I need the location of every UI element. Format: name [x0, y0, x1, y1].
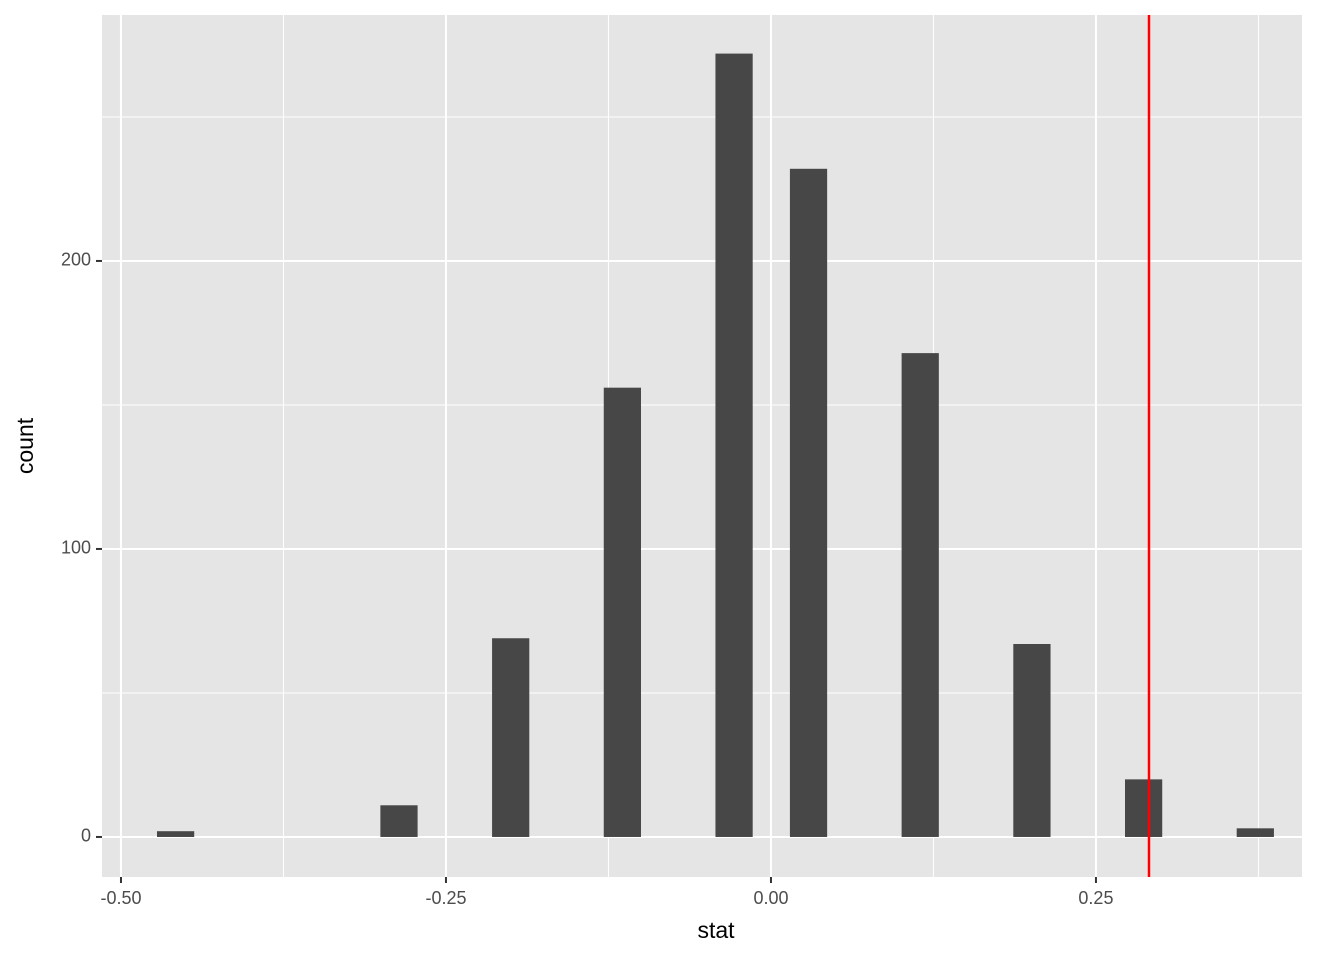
bar — [603, 387, 641, 837]
x-tick-label: 0.00 — [753, 888, 788, 908]
x-axis-title: stat — [697, 917, 735, 943]
bar — [1124, 779, 1163, 837]
y-tick-label: 200 — [61, 250, 91, 270]
y-tick-label: 0 — [81, 826, 91, 846]
x-tick-label: -0.25 — [425, 888, 466, 908]
bar — [1236, 828, 1274, 837]
bar — [715, 53, 753, 837]
bar — [156, 831, 195, 837]
bar — [789, 168, 828, 837]
bar — [492, 638, 530, 837]
panel — [102, 15, 1302, 877]
bar — [380, 805, 418, 837]
bar — [901, 353, 939, 837]
x-tick-label: 0.25 — [1078, 888, 1113, 908]
y-tick-label: 100 — [61, 538, 91, 558]
y-axis-title: count — [12, 417, 38, 474]
bar — [1013, 644, 1051, 837]
x-tick-label: -0.50 — [100, 888, 141, 908]
